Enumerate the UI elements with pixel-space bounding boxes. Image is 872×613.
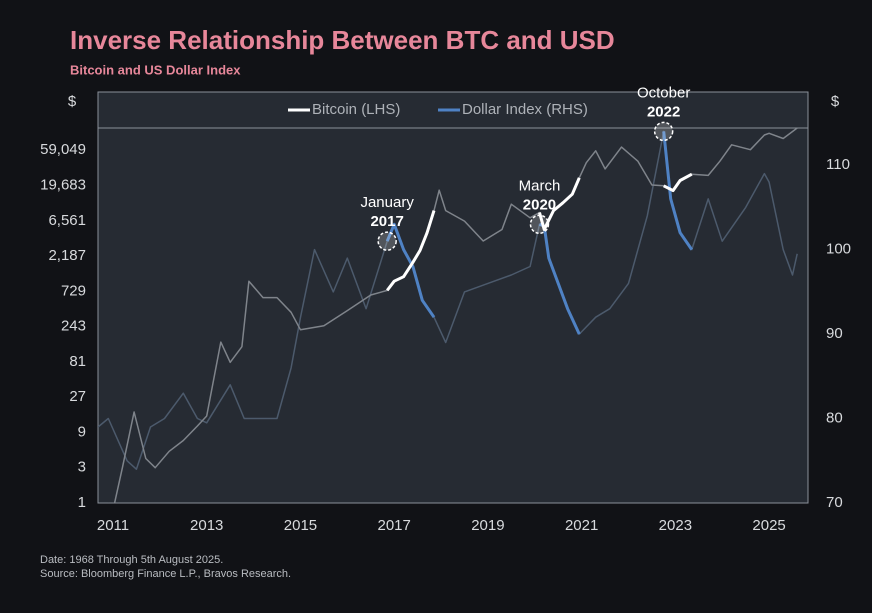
x-tick-label: 2019 [471, 517, 504, 534]
y-tick-label: 243 [61, 318, 86, 335]
plot-lines [98, 128, 798, 503]
annotation-label: 2022 [647, 103, 680, 120]
y-tick-label: 1 [78, 494, 86, 511]
annotation-label: October [637, 84, 690, 101]
annotation-marker [653, 121, 674, 142]
y-tick-label: 6,561 [48, 212, 86, 229]
x-tick-label: 2021 [565, 517, 598, 534]
x-tick-label: 2013 [190, 517, 223, 534]
y2-tick-label: 90 [826, 325, 843, 342]
y-tick-label: 2,187 [48, 247, 86, 264]
legend-label: Dollar Index (RHS) [462, 101, 588, 118]
x-tick-label: 2011 [97, 517, 129, 534]
annotation-marker [377, 231, 397, 251]
chart-title: Inverse Relationship Between BTC and USD [70, 25, 615, 55]
y2-tick-label: 70 [826, 494, 843, 511]
highlight-line [662, 131, 694, 251]
y2-unit: $ [831, 93, 840, 110]
annotation-label: 2017 [370, 213, 403, 230]
highlight-line [663, 172, 693, 193]
y-unit: $ [68, 93, 77, 110]
annotation-label: 2020 [523, 196, 556, 213]
y2-tick-label: 110 [826, 156, 850, 173]
y-tick-label: 729 [61, 282, 86, 299]
y2-tick-label: 100 [826, 241, 851, 258]
highlight-line [386, 210, 436, 292]
note: Date: 1968 Through 5th August 2025. [40, 554, 223, 566]
highlight-line [538, 177, 581, 231]
y-tick-label: 3 [78, 459, 86, 476]
y-tick-label: 9 [78, 423, 86, 440]
y-tick-label: 27 [69, 388, 86, 405]
x-tick-label: 2017 [377, 517, 410, 534]
y2-tick-label: 80 [826, 410, 843, 427]
x-tick-label: 2023 [659, 517, 692, 534]
highlight-line [385, 222, 436, 319]
y-tick-label: 59,049 [40, 141, 86, 158]
y-tick-label: 19,683 [40, 176, 86, 193]
chart-subtitle: Bitcoin and US Dollar Index [70, 62, 241, 77]
annotation-label: January [360, 194, 414, 211]
annotation-label: March [519, 177, 561, 194]
x-tick-label: 2025 [752, 517, 785, 534]
annotation-marker [529, 214, 550, 235]
y-tick-label: 81 [69, 353, 86, 370]
note: Source: Bloomberg Finance L.P., Bravos R… [40, 568, 291, 580]
plot-area [97, 91, 809, 504]
legend-label: Bitcoin (LHS) [312, 101, 400, 118]
x-tick-label: 2015 [284, 517, 317, 534]
